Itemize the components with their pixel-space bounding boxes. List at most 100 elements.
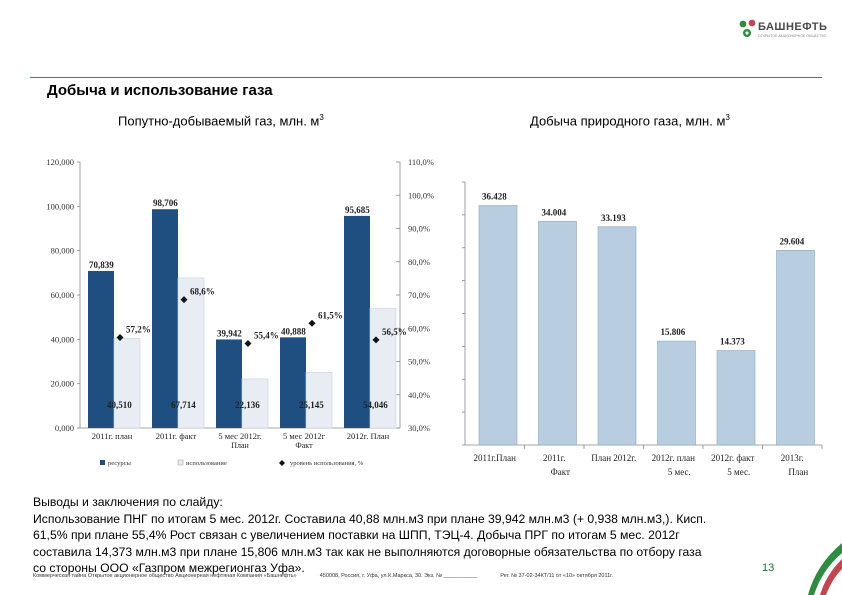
resources-data-label: 40,888 [281, 326, 306, 336]
left-y-tick-label: 0,000 [55, 423, 74, 433]
resources-bar [344, 215, 370, 428]
natural-gas-data-label: 34.004 [542, 207, 567, 217]
left-y2-tick-label: 70,0% [408, 290, 430, 300]
natural-gas-data-label: 33.193 [601, 213, 626, 223]
right-category-label: 2011г.План [474, 453, 517, 463]
left-category-label-line2: План [231, 441, 249, 450]
left-y2-tick-label: 90,0% [408, 224, 430, 234]
left-y2-tick-label: 80,0% [408, 257, 430, 267]
logo-icon [739, 19, 756, 37]
legend-label-resources: ресурсы [108, 460, 131, 467]
left-category-label: 2011г. факт [156, 431, 197, 441]
footer-address: 450008, Россия, г. Уфа, ул.К.Маркса, 30.… [319, 573, 478, 579]
usage-bar [305, 371, 333, 429]
conclusion-line: Выводы и заключения по слайду: [33, 495, 223, 509]
natural-gas-data-label: 15.806 [661, 327, 686, 337]
footer: Коммерческая тайна Открытое акционерное … [33, 573, 613, 579]
legend-label-rate: уровень использования, % [290, 460, 364, 467]
left-y2-tick-label: 30,0% [408, 423, 430, 433]
resources-bar [216, 339, 242, 428]
left-y2-tick-label: 60,0% [408, 323, 430, 333]
left-category-label-line2: Факт [295, 441, 313, 450]
corner-decoration [786, 525, 842, 595]
usage-rate-marker [180, 296, 188, 304]
left-category-label: 5 мес 2012г. [218, 431, 261, 441]
left-y2-tick-label: 110,0% [408, 157, 434, 167]
left-y-tick-label: 40,000 [51, 334, 74, 344]
legend-label-usage: использование [186, 460, 227, 467]
right-category-label-line2: 5 мес. [727, 467, 750, 477]
natural-gas-data-label: 14.373 [720, 336, 745, 346]
right-category-label-line2: План [788, 467, 808, 477]
usage-data-label: 67,714 [171, 400, 196, 410]
right-chart-subtitle: Добыча природного газа, млн. м3 [530, 113, 730, 129]
right-category-label: 2012г. план [652, 453, 695, 463]
right-category-label-line2: 5 мес. [668, 467, 691, 477]
usage-rate-label: 68,6% [190, 287, 215, 297]
left-y-tick-label: 100,000 [46, 201, 74, 211]
usage-data-label: 54,046 [363, 400, 388, 410]
logo-tagline: ОТКРЫТОЕ АКЦИОНЕРНОЕ ОБЩЕСТВО [758, 34, 827, 38]
left-y2-tick-label: 50,0% [408, 357, 430, 367]
legend-swatch-usage [177, 459, 184, 466]
conclusion-line: со стороны ООО «Газпром межрегионгаз Уфа… [33, 561, 305, 575]
usage-rate-label: 57,2% [126, 325, 151, 335]
conclusion-line: Использование ПНГ по итогам 5 мес. 2012г… [33, 511, 707, 526]
usage-bar [177, 277, 205, 429]
page-title: Добыча и использование газа [47, 82, 273, 99]
natural-gas-bar [776, 250, 815, 446]
natural-gas-bar [597, 226, 637, 446]
natural-gas-bar [538, 221, 577, 446]
resources-data-label: 70,839 [89, 260, 114, 270]
natural-gas-data-label: 36.428 [482, 191, 507, 201]
usage-data-label: 22,136 [235, 400, 260, 410]
natural-gas-bar [716, 350, 756, 446]
usage-rate-marker [116, 334, 124, 342]
left-y-tick-label: 80,000 [51, 246, 74, 256]
usage-data-label: 25,145 [299, 400, 324, 410]
usage-rate-label: 56,5% [382, 327, 407, 337]
right-category-label: 2012г. факт [711, 453, 754, 463]
title-divider [30, 77, 822, 78]
conclusion-text: Выводы и заключения по слайду: Использов… [33, 494, 813, 577]
right-category-label-line2: Факт [551, 467, 570, 477]
resources-data-label: 98,706 [153, 198, 178, 208]
usage-rate-marker [244, 340, 252, 348]
logo-name: БАШНЕФТЬ [758, 21, 828, 33]
usage-rate-marker [308, 319, 316, 327]
legend-swatch-resources [100, 460, 105, 465]
left-y2-tick-label: 100,0% [408, 190, 434, 200]
conclusion-line: 61,5% при плане 55,4% Рост связан с увел… [33, 528, 680, 542]
right-category-label: 2013г. [781, 453, 804, 463]
left-y-tick-label: 60,000 [51, 290, 74, 300]
left-category-label: 2011г. план [92, 431, 133, 441]
usage-bar [369, 307, 397, 429]
left-y2-tick-label: 40,0% [408, 390, 430, 400]
conclusion-line: составила 14,373 млн.м3 при плане 15,806… [33, 544, 702, 559]
natural-gas-data-label: 29.604 [780, 236, 805, 246]
usage-bar [241, 378, 269, 429]
left-y-tick-label: 120,000 [46, 157, 74, 167]
right-category-label: 2011г. [543, 453, 566, 463]
page-number: 13 [762, 562, 775, 574]
right-category-label: План 2012г. [591, 453, 636, 463]
left-category-label: 5 мес 2012г [283, 431, 326, 441]
resources-data-label: 95,685 [345, 205, 370, 215]
footer-reg: Рег. № 37-02-34КТ/11 от «10» октября 201… [500, 573, 614, 579]
left-chart-subtitle: Попутно-добываемый газ, млн. м3 [118, 113, 324, 129]
usage-rate-label: 55,4% [254, 331, 279, 341]
left-y-tick-label: 20,000 [51, 379, 74, 389]
natural-gas-bar [478, 205, 518, 446]
usage-data-label: 40,510 [107, 400, 132, 410]
resources-bar [88, 270, 114, 428]
usage-bar [113, 337, 141, 429]
left-category-label: 2012г. План [347, 431, 390, 441]
legend-swatch-rate [279, 460, 285, 466]
resources-bar [152, 209, 178, 428]
usage-rate-marker [372, 336, 380, 344]
usage-rate-label: 61,5% [318, 310, 343, 320]
resources-data-label: 39,942 [217, 328, 242, 338]
natural-gas-bar [657, 340, 696, 446]
resources-bar [280, 337, 306, 428]
